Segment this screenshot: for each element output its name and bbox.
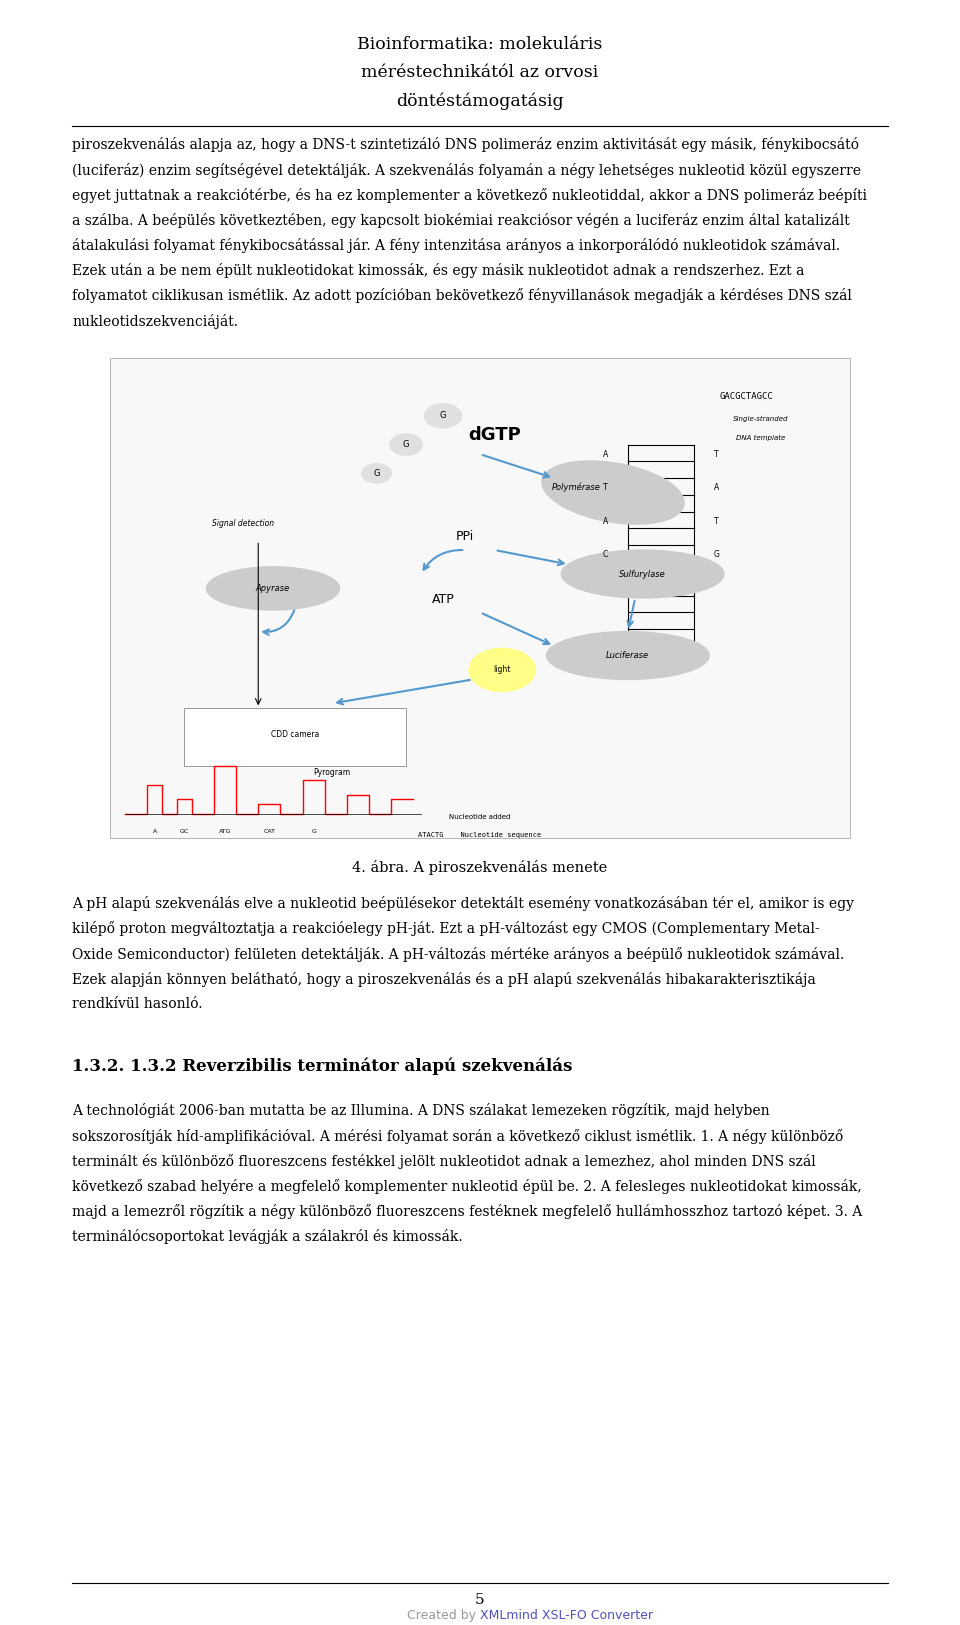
Bar <box>184 708 406 765</box>
Text: T: T <box>603 483 608 492</box>
Text: rendkívül hasonló.: rendkívül hasonló. <box>72 998 203 1011</box>
Text: Oxide Semiconductor) felületen detektálják. A pH-változás mértéke arányos a beép: Oxide Semiconductor) felületen detektálj… <box>72 946 844 962</box>
Text: light: light <box>493 665 511 674</box>
Text: ATACTG    Nucleotide sequence: ATACTG Nucleotide sequence <box>419 832 541 838</box>
Text: A: A <box>603 517 609 526</box>
Text: Ezek alapján könnyen belátható, hogy a piroszekvenálás és a pH alapú szekvenálás: Ezek alapján könnyen belátható, hogy a p… <box>72 972 816 986</box>
Text: dGTP: dGTP <box>468 426 521 444</box>
Text: következő szabad helyére a megfelelő komplementer nukleotid épül be. 2. A felesl: következő szabad helyére a megfelelő kom… <box>72 1180 862 1194</box>
Circle shape <box>468 648 536 692</box>
Ellipse shape <box>546 632 709 679</box>
Text: terminált és különböző fluoreszcens festékkel jelölt nukleotidot adnak a lemezhe: terminált és különböző fluoreszcens fest… <box>72 1154 816 1168</box>
Text: döntéstámogatásig: döntéstámogatásig <box>396 93 564 110</box>
Text: C: C <box>603 551 609 559</box>
Text: T: T <box>714 450 719 458</box>
Text: méréstechnikától az orvosi: méréstechnikától az orvosi <box>361 63 599 81</box>
Text: GC: GC <box>180 829 189 834</box>
Text: piroszekvenálás alapja az, hogy a DNS-t szintetizáló DNS polimeráz enzim aktivit: piroszekvenálás alapja az, hogy a DNS-t … <box>72 138 859 153</box>
Text: sokszorosítják híd-amplifikációval. A mérési folyamat során a következő ciklust : sokszorosítják híd-amplifikációval. A mé… <box>72 1129 843 1144</box>
Text: ATG: ATG <box>219 829 231 834</box>
Text: Luciferase: Luciferase <box>607 652 649 660</box>
Bar <box>110 358 850 838</box>
Text: A pH alapú szekvenálás elve a nukleotid beépülésekor detektált esemény vonatkozá: A pH alapú szekvenálás elve a nukleotid … <box>72 897 854 912</box>
Text: A technológiát 2006-ban mutatta be az Illumina. A DNS szálakat lemezeken rögzíti: A technológiát 2006-ban mutatta be az Il… <box>72 1103 770 1118</box>
Text: CAT: CAT <box>263 829 276 834</box>
Text: G: G <box>713 551 719 559</box>
Text: 4. ábra. A piroszekvenálás menete: 4. ábra. A piroszekvenálás menete <box>352 861 608 876</box>
Text: A: A <box>603 450 609 458</box>
Text: 5: 5 <box>475 1592 485 1607</box>
Text: nukleotidszekvenciáját.: nukleotidszekvenciáját. <box>72 314 238 328</box>
Text: kilépő proton megváltoztatja a reakcióelegy pH-ját. Ezt a pH-változást egy CMOS : kilépő proton megváltoztatja a reakcióel… <box>72 921 820 936</box>
Text: DNA template: DNA template <box>736 436 785 440</box>
Text: folyamatot ciklikusan ismétlik. Az adott pozícióban bekövetkező fényvillanások m: folyamatot ciklikusan ismétlik. Az adott… <box>72 289 852 304</box>
Text: (luciferáz) enzim segítségével detektálják. A szekvenálás folyamán a négy lehets: (luciferáz) enzim segítségével detektálj… <box>72 162 861 177</box>
Ellipse shape <box>562 549 724 598</box>
Text: A: A <box>714 483 719 492</box>
Text: XMLmind XSL-FO Converter: XMLmind XSL-FO Converter <box>480 1609 653 1622</box>
Text: egyet juttatnak a reakciótérbe, és ha ez komplementer a következő nukleotiddal, : egyet juttatnak a reakciótérbe, és ha ez… <box>72 187 867 203</box>
Circle shape <box>362 463 392 483</box>
Text: PPi: PPi <box>456 530 474 543</box>
Text: átalakulási folyamat fénykibocsátással jár. A fény intenzitása arányos a inkorpo: átalakulási folyamat fénykibocsátással j… <box>72 239 840 254</box>
Text: ATP: ATP <box>432 593 454 606</box>
Text: G: G <box>311 829 316 834</box>
Circle shape <box>424 405 462 427</box>
Text: Bioinformatika: molekuláris: Bioinformatika: molekuláris <box>357 36 603 52</box>
Text: GACGCTAGCC: GACGCTAGCC <box>719 392 773 401</box>
Text: terminálócsoportokat levágják a szálakról és kimossák.: terminálócsoportokat levágják a szálakró… <box>72 1230 463 1245</box>
Text: a szálba. A beépülés következtében, egy kapcsolt biokémiai reakciósor végén a lu: a szálba. A beépülés következtében, egy … <box>72 213 850 228</box>
Text: A: A <box>153 829 156 834</box>
Ellipse shape <box>206 567 340 609</box>
Ellipse shape <box>542 461 684 525</box>
Text: G: G <box>440 411 446 421</box>
Text: G: G <box>403 440 409 449</box>
Text: T: T <box>714 517 719 526</box>
Text: Polymérase: Polymérase <box>552 483 601 492</box>
Text: Nucleotide added: Nucleotide added <box>449 814 511 819</box>
Text: G: G <box>373 470 380 478</box>
Text: Apyrase: Apyrase <box>256 583 290 593</box>
Text: Pyrogram: Pyrogram <box>314 769 350 777</box>
Text: Created by: Created by <box>407 1609 480 1622</box>
Text: Ezek után a be nem épült nukleotidokat kimossák, és egy másik nukleotidot adnak : Ezek után a be nem épült nukleotidokat k… <box>72 263 804 278</box>
Text: 1.3.2. 1.3.2 Reverzibilis terminátor alapú szekvenálás: 1.3.2. 1.3.2 Reverzibilis terminátor ala… <box>72 1058 572 1076</box>
Text: majd a lemezről rögzítik a négy különböző fluoreszcens festéknek megfelelő hullá: majd a lemezről rögzítik a négy különböz… <box>72 1204 862 1219</box>
Text: Sulfurylase: Sulfurylase <box>619 569 666 578</box>
Text: Signal detection: Signal detection <box>212 518 275 528</box>
Text: CDD camera: CDD camera <box>271 730 320 739</box>
Circle shape <box>390 434 422 455</box>
Text: Single-stranded: Single-stranded <box>733 416 789 422</box>
